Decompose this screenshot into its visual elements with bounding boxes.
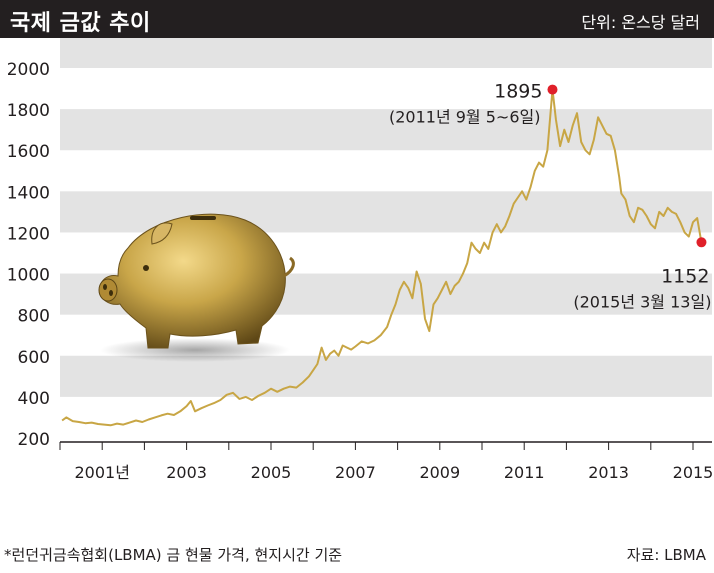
y-tick-label: 1800 — [7, 101, 50, 121]
chart-header: 국제 금값 추이 단위: 온스당 달러 — [0, 0, 714, 38]
gold-price-chart: 200 400 600 800 1000 1200 1400 1600 1800 2000 200… — [7, 38, 714, 482]
annotations: 1895 (2011년 9월 5~6일) 1152 (2015년 3월 13일) — [389, 81, 711, 312]
x-tick-label: 2013 — [588, 463, 629, 482]
x-tick-label: 2009 — [419, 463, 460, 482]
x-tick-label: 2003 — [166, 463, 207, 482]
x-axis-ticks: 2001년 2003 2005 2007 2009 2011 2013 2015 — [59, 441, 714, 482]
grid-band — [60, 109, 712, 151]
y-tick-label: 800 — [18, 307, 50, 327]
x-tick-label: 2007 — [335, 463, 376, 482]
peak-value-label: 1895 — [494, 81, 542, 103]
x-tick-label: 2015 — [673, 463, 714, 482]
y-tick-label: 1600 — [7, 142, 50, 162]
latest-value-label: 1152 — [661, 265, 709, 287]
grid-bands — [60, 38, 712, 397]
grid-band — [60, 38, 712, 68]
peak-date-label: (2011년 9월 5~6일) — [389, 108, 540, 127]
chart-title: 국제 금값 추이 — [10, 11, 151, 36]
x-tick-label: 2001년 — [74, 463, 129, 482]
y-tick-label: 400 — [18, 389, 50, 409]
x-tick-label: 2005 — [251, 463, 292, 482]
latest-date-label: (2015년 3월 13일) — [573, 292, 711, 311]
highlight-marker — [696, 237, 707, 248]
x-tick-label: 2011 — [504, 463, 545, 482]
source-label: 자료: LBMA — [626, 546, 706, 564]
y-tick-label: 1400 — [7, 183, 50, 203]
piggy-bank-icon — [98, 213, 295, 362]
y-axis-ticks: 200 400 600 800 1000 1200 1400 1600 1800 2000 — [7, 60, 50, 450]
gold-price-line — [61, 88, 703, 427]
unit-label: 단위: 온스당 달러 — [581, 13, 700, 32]
footnote: *런던귀금속협회(LBMA) 금 현물 가격, 현지시간 기준 — [4, 546, 343, 564]
highlight-marker — [547, 84, 558, 95]
y-tick-label: 2000 — [7, 60, 50, 80]
y-tick-label: 200 — [18, 430, 50, 450]
y-tick-label: 600 — [18, 348, 50, 368]
grid-band — [60, 355, 712, 397]
y-tick-label: 1000 — [7, 266, 50, 286]
y-tick-label: 1200 — [7, 224, 50, 244]
